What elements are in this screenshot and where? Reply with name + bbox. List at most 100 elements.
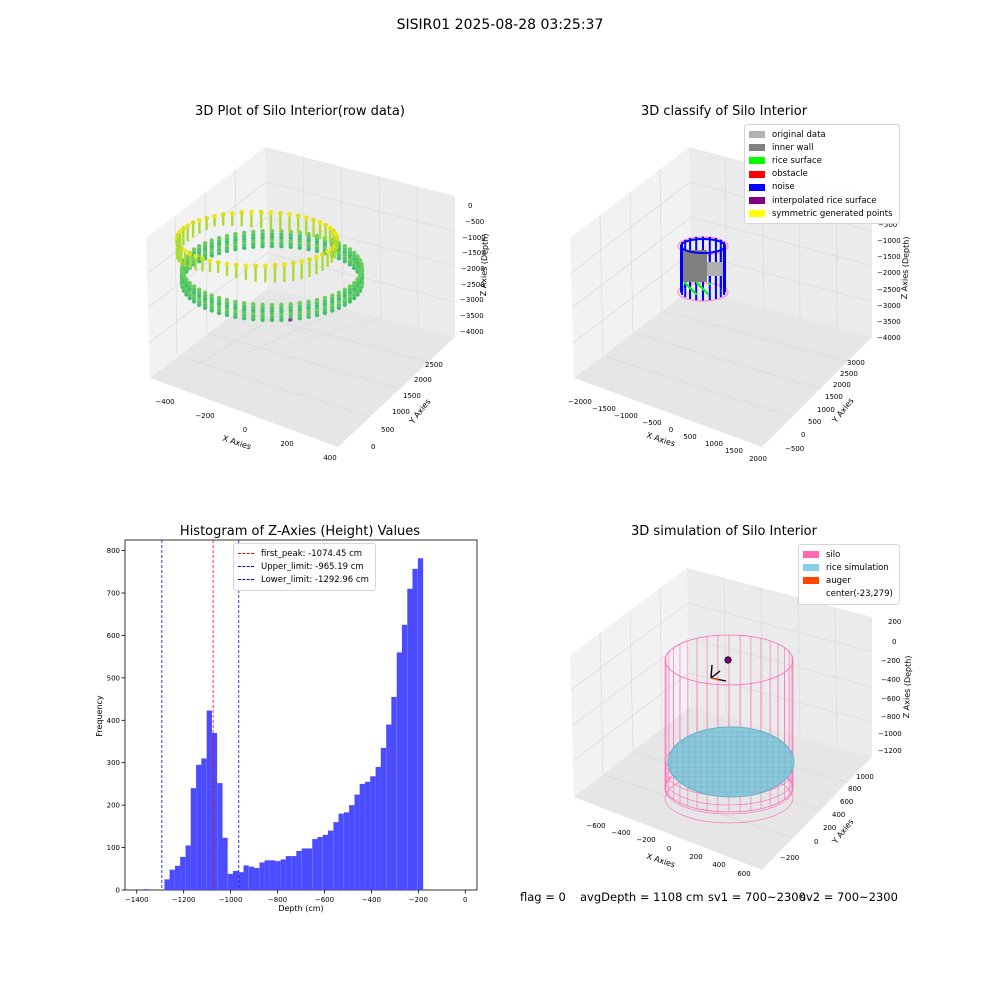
noise-point xyxy=(708,239,711,243)
point xyxy=(279,302,284,307)
raw-point-cloud xyxy=(174,209,365,323)
point xyxy=(347,247,353,252)
noise-point xyxy=(689,283,692,287)
point xyxy=(290,260,296,266)
noise-point xyxy=(702,245,704,249)
point xyxy=(258,209,264,215)
point xyxy=(260,302,265,307)
histogram-legend: first_peak: -1074.45 cm Upper_limit: -96… xyxy=(233,543,376,591)
x-tick: 1000 xyxy=(705,440,723,448)
noise-point xyxy=(684,242,687,246)
point xyxy=(204,215,210,221)
histogram-bar xyxy=(391,696,397,890)
noise-point xyxy=(681,291,684,295)
noise-point xyxy=(702,239,704,243)
noise-point xyxy=(722,260,725,264)
noise-point xyxy=(722,272,725,276)
point xyxy=(220,212,226,217)
z-tick: −1500 xyxy=(462,249,486,257)
raw-x-label: X Axies xyxy=(221,434,252,452)
status-sv1: sv1 = 700~2300 xyxy=(708,890,806,904)
point xyxy=(311,217,316,223)
histogram-reference-lines xyxy=(161,540,240,890)
histogram-bar xyxy=(291,856,297,890)
point xyxy=(329,246,335,252)
legend-item: symmetric generated points xyxy=(749,207,893,220)
histogram-bar xyxy=(164,879,170,890)
x-tick-label: 0 xyxy=(463,896,467,904)
y-tick-label: 400 xyxy=(107,717,120,725)
simulation-z-ticks: 200 0 −200 −400 −600 −800 −1000 −1200 xyxy=(878,618,902,755)
point xyxy=(207,258,213,264)
point xyxy=(233,262,239,268)
point xyxy=(342,287,348,292)
noise-point xyxy=(681,278,684,282)
point xyxy=(314,233,320,239)
simulation-y-ticks: −200 0 200 400 600 800 1000 xyxy=(780,773,874,862)
noise-point xyxy=(724,262,726,266)
histogram-bar xyxy=(206,710,212,890)
noise-point xyxy=(680,268,682,272)
histogram-bar xyxy=(312,839,318,890)
original-data xyxy=(707,262,723,276)
histogram-bar xyxy=(232,870,239,890)
point xyxy=(180,269,185,275)
point xyxy=(262,263,268,269)
status-sv2: sv2 = 700~2300 xyxy=(800,890,898,904)
noise-point xyxy=(702,242,704,246)
z-tick: −800 xyxy=(881,713,900,721)
noise-point xyxy=(689,241,692,245)
noise-point xyxy=(722,284,725,288)
z-tick: −3000 xyxy=(877,302,901,310)
histogram-bar xyxy=(196,764,202,890)
noise-point xyxy=(722,266,725,270)
point xyxy=(191,247,197,252)
noise-point xyxy=(719,284,722,288)
noise-point xyxy=(681,260,684,264)
x-tick: 0 xyxy=(669,426,673,434)
noise-point xyxy=(724,259,726,263)
legend-swatch xyxy=(749,183,765,191)
y-tick: 3000 xyxy=(847,359,865,367)
point xyxy=(233,299,238,305)
point xyxy=(224,261,230,267)
z-tick: −3500 xyxy=(460,312,484,320)
point xyxy=(191,284,197,289)
noise-point xyxy=(695,242,698,246)
legend-swatch xyxy=(803,564,819,572)
x-tick-label: −1400 xyxy=(125,896,149,904)
noise-point xyxy=(702,281,704,285)
point xyxy=(241,230,247,236)
point xyxy=(184,277,189,282)
histogram-bar xyxy=(322,834,329,890)
y-tick: 600 xyxy=(840,798,853,806)
noise-point xyxy=(722,275,725,279)
point xyxy=(359,261,364,267)
point xyxy=(216,235,222,241)
point xyxy=(288,318,292,322)
classify-z-ticks: −500 −1000 −1500 −2000 −2500 −3000 −3500… xyxy=(877,221,901,342)
status-flag: flag = 0 xyxy=(520,890,566,904)
y-tick: 1500 xyxy=(403,392,421,400)
noise-point xyxy=(680,259,682,263)
classify-y-ticks: −500 0 500 1000 1500 2000 2500 3000 xyxy=(785,359,865,453)
x-tick: −200 xyxy=(195,412,214,420)
legend-item: first_peak: -1074.45 cm xyxy=(238,547,369,560)
noise-point xyxy=(708,245,711,249)
histogram-bar xyxy=(370,776,376,890)
noise-point xyxy=(722,263,725,267)
noise-point xyxy=(722,291,725,295)
noise-point xyxy=(724,289,726,293)
legend-item: silo xyxy=(803,548,893,561)
noise-point xyxy=(708,275,711,279)
histogram-bar xyxy=(396,652,403,890)
y-tick: 2000 xyxy=(414,376,432,384)
histogram-bar xyxy=(174,865,181,890)
classify-x-ticks: −2000 −1500 −1000 −500 0 500 1000 1500 2… xyxy=(568,398,767,463)
simulation-x-label: X Axies xyxy=(645,852,676,870)
point xyxy=(352,280,357,286)
z-tick: −1000 xyxy=(878,730,902,738)
noise-point xyxy=(681,254,684,258)
noise-point xyxy=(722,251,725,255)
y-tick: 0 xyxy=(801,431,805,439)
